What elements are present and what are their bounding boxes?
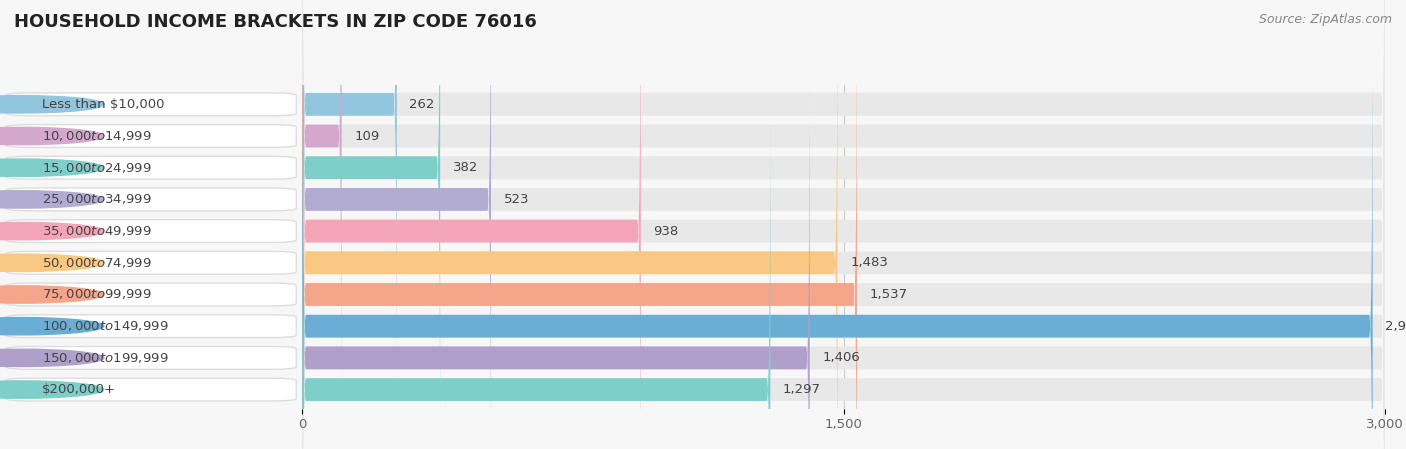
- FancyBboxPatch shape: [6, 188, 297, 211]
- FancyBboxPatch shape: [302, 0, 1385, 441]
- Text: 262: 262: [409, 98, 434, 111]
- Text: 938: 938: [654, 224, 679, 238]
- FancyBboxPatch shape: [6, 251, 297, 274]
- FancyBboxPatch shape: [6, 315, 297, 338]
- FancyBboxPatch shape: [302, 53, 810, 449]
- Text: $50,000 to $74,999: $50,000 to $74,999: [42, 256, 152, 270]
- Text: 1,406: 1,406: [823, 352, 860, 365]
- Text: $10,000 to $14,999: $10,000 to $14,999: [42, 129, 152, 143]
- Text: $100,000 to $149,999: $100,000 to $149,999: [42, 319, 169, 333]
- Circle shape: [0, 349, 104, 366]
- Text: 1,537: 1,537: [869, 288, 908, 301]
- FancyBboxPatch shape: [302, 0, 641, 449]
- FancyBboxPatch shape: [6, 93, 297, 116]
- FancyBboxPatch shape: [302, 0, 1385, 449]
- FancyBboxPatch shape: [302, 0, 856, 449]
- Text: 2,966: 2,966: [1385, 320, 1406, 333]
- FancyBboxPatch shape: [6, 283, 297, 306]
- FancyBboxPatch shape: [302, 0, 1385, 410]
- Circle shape: [0, 191, 104, 208]
- Text: $75,000 to $99,999: $75,000 to $99,999: [42, 287, 152, 301]
- Circle shape: [0, 128, 104, 145]
- Text: $15,000 to $24,999: $15,000 to $24,999: [42, 161, 152, 175]
- Text: $35,000 to $49,999: $35,000 to $49,999: [42, 224, 152, 238]
- Circle shape: [0, 381, 104, 398]
- FancyBboxPatch shape: [6, 378, 297, 401]
- Circle shape: [0, 317, 104, 335]
- FancyBboxPatch shape: [302, 0, 1385, 449]
- FancyBboxPatch shape: [302, 0, 491, 449]
- FancyBboxPatch shape: [302, 84, 770, 449]
- Text: HOUSEHOLD INCOME BRACKETS IN ZIP CODE 76016: HOUSEHOLD INCOME BRACKETS IN ZIP CODE 76…: [14, 13, 537, 31]
- FancyBboxPatch shape: [302, 0, 1385, 449]
- Text: $150,000 to $199,999: $150,000 to $199,999: [42, 351, 169, 365]
- FancyBboxPatch shape: [302, 0, 838, 449]
- FancyBboxPatch shape: [6, 220, 297, 242]
- Text: $25,000 to $34,999: $25,000 to $34,999: [42, 193, 152, 207]
- FancyBboxPatch shape: [6, 156, 297, 179]
- FancyBboxPatch shape: [6, 347, 297, 369]
- Circle shape: [0, 254, 104, 272]
- Circle shape: [0, 222, 104, 240]
- Text: Less than $10,000: Less than $10,000: [42, 98, 165, 111]
- FancyBboxPatch shape: [302, 0, 440, 449]
- Circle shape: [0, 159, 104, 176]
- FancyBboxPatch shape: [302, 0, 342, 441]
- Text: 523: 523: [503, 193, 529, 206]
- Circle shape: [0, 96, 104, 113]
- FancyBboxPatch shape: [302, 53, 1385, 449]
- FancyBboxPatch shape: [302, 21, 1372, 449]
- Circle shape: [0, 286, 104, 303]
- FancyBboxPatch shape: [6, 125, 297, 147]
- Text: 1,483: 1,483: [851, 256, 889, 269]
- FancyBboxPatch shape: [302, 0, 1385, 449]
- Text: 1,297: 1,297: [783, 383, 821, 396]
- FancyBboxPatch shape: [302, 84, 1385, 449]
- FancyBboxPatch shape: [302, 0, 1385, 449]
- FancyBboxPatch shape: [302, 0, 396, 410]
- Text: $200,000+: $200,000+: [42, 383, 117, 396]
- FancyBboxPatch shape: [302, 21, 1385, 449]
- Text: 382: 382: [453, 161, 478, 174]
- Text: 109: 109: [354, 129, 380, 142]
- Text: Source: ZipAtlas.com: Source: ZipAtlas.com: [1258, 13, 1392, 26]
